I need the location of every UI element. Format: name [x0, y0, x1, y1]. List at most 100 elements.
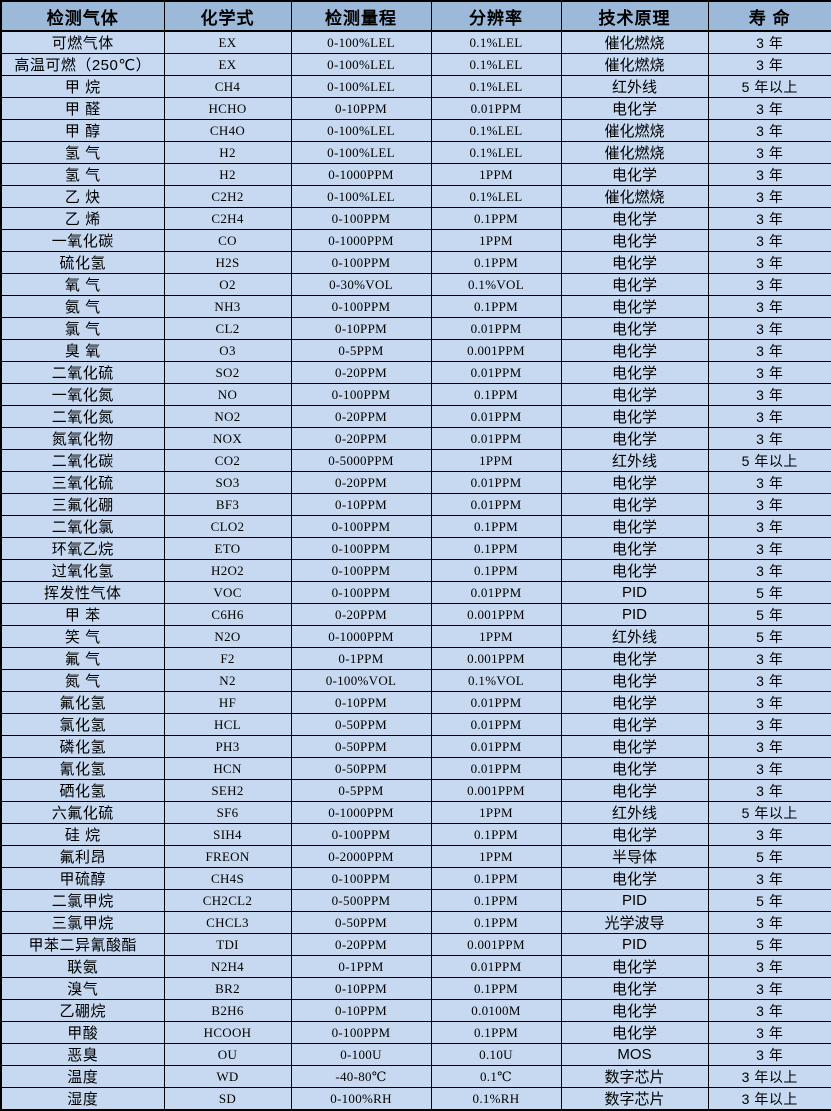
cell-formula: NH3: [163, 295, 292, 318]
table-row: 氢 气 H2 0-100%LEL 0.1%LEL 催化燃烧 3 年: [0, 141, 831, 164]
cell-resolution: 0.1%LEL: [430, 75, 562, 98]
cell-principle: PID: [560, 933, 709, 956]
cell-range: 0-10PPM: [290, 977, 432, 1000]
cell-life: 3 年: [707, 757, 831, 780]
cell-formula: CO2: [163, 449, 292, 472]
cell-name: 温度: [0, 1065, 165, 1088]
cell-life: 3 年: [707, 515, 831, 538]
table-row: 挥发性气体 VOC 0-100PPM 0.01PPM PID 5 年: [0, 581, 831, 604]
cell-formula: EX: [163, 53, 292, 76]
cell-name: 二氧化硫: [0, 361, 165, 384]
cell-formula: SD: [163, 1087, 292, 1111]
cell-principle: 电化学: [560, 537, 709, 560]
cell-resolution: 0.1%LEL: [430, 30, 562, 54]
cell-resolution: 0.001PPM: [430, 339, 562, 362]
cell-name: 三氯甲烷: [0, 911, 165, 934]
cell-formula: CLO2: [163, 515, 292, 538]
table-row: 二氧化碳 CO2 0-5000PPM 1PPM 红外线 5 年以上: [0, 449, 831, 472]
cell-principle: 电化学: [560, 207, 709, 230]
cell-formula: NO: [163, 383, 292, 406]
table-row: 一氧化碳 CO 0-1000PPM 1PPM 电化学 3 年: [0, 229, 831, 252]
cell-range: 0-100PPM: [290, 251, 432, 274]
cell-resolution: 0.1PPM: [430, 383, 562, 406]
cell-resolution: 0.001PPM: [430, 779, 562, 802]
cell-life: 3 年: [707, 647, 831, 670]
cell-formula: C2H2: [163, 185, 292, 208]
cell-range: 0-50PPM: [290, 735, 432, 758]
cell-name: 二氧化碳: [0, 449, 165, 472]
cell-name: 氨 气: [0, 295, 165, 318]
cell-formula: SIH4: [163, 823, 292, 846]
cell-formula: PH3: [163, 735, 292, 758]
cell-range: 0-5PPM: [290, 779, 432, 802]
cell-resolution: 0.1PPM: [430, 207, 562, 230]
table-row: 高温可燃（250℃） EX 0-100%LEL 0.1%LEL 催化燃烧 3 年: [0, 53, 831, 76]
cell-range: 0-10PPM: [290, 999, 432, 1022]
cell-range: 0-50PPM: [290, 713, 432, 736]
cell-resolution: 0.1PPM: [430, 823, 562, 846]
cell-resolution: 0.1PPM: [430, 889, 562, 912]
cell-formula: SO3: [163, 471, 292, 494]
column-header-technical-principle: 技术原理: [560, 0, 709, 32]
cell-formula: F2: [163, 647, 292, 670]
table-row: 溴气 BR2 0-10PPM 0.1PPM 电化学 3 年: [0, 977, 831, 1000]
cell-range: 0-20PPM: [290, 933, 432, 956]
cell-life: 5 年: [707, 625, 831, 648]
table-row: 二氧化氯 CLO2 0-100PPM 0.1PPM 电化学 3 年: [0, 515, 831, 538]
cell-resolution: 0.1%LEL: [430, 119, 562, 142]
cell-range: 0-100%RH: [290, 1087, 432, 1111]
cell-resolution: 0.01PPM: [430, 735, 562, 758]
cell-formula: VOC: [163, 581, 292, 604]
cell-formula: SO2: [163, 361, 292, 384]
cell-range: 0-1000PPM: [290, 163, 432, 186]
cell-life: 3 年以上: [707, 1087, 831, 1111]
cell-range: 0-100%LEL: [290, 53, 432, 76]
cell-name: 二氧化氯: [0, 515, 165, 538]
table-row: 一氧化氮 NO 0-100PPM 0.1PPM 电化学 3 年: [0, 383, 831, 406]
cell-principle: 光学波导: [560, 911, 709, 934]
cell-resolution: 0.1PPM: [430, 1021, 562, 1044]
table-body: 可燃气体 EX 0-100%LEL 0.1%LEL 催化燃烧 3 年高温可燃（250℃） E…: [0, 30, 831, 1111]
cell-principle: 数字芯片: [560, 1065, 709, 1088]
cell-life: 3 年: [707, 427, 831, 450]
cell-principle: 电化学: [560, 735, 709, 758]
cell-resolution: 0.1%VOL: [430, 273, 562, 296]
cell-resolution: 1PPM: [430, 163, 562, 186]
cell-principle: 电化学: [560, 757, 709, 780]
cell-formula: N2H4: [163, 955, 292, 978]
cell-resolution: 1PPM: [430, 845, 562, 868]
cell-name: 环氧乙烷: [0, 537, 165, 560]
cell-range: 0-20PPM: [290, 427, 432, 450]
cell-resolution: 1PPM: [430, 625, 562, 648]
cell-life: 3 年: [707, 339, 831, 362]
cell-name: 硅 烷: [0, 823, 165, 846]
cell-life: 3 年: [707, 911, 831, 934]
table-row: 二氧化氮 NO2 0-20PPM 0.01PPM 电化学 3 年: [0, 405, 831, 428]
cell-life: 3 年: [707, 493, 831, 516]
cell-name: 氢 气: [0, 141, 165, 164]
cell-life: 5 年以上: [707, 75, 831, 98]
cell-range: 0-10PPM: [290, 97, 432, 120]
cell-resolution: 0.01PPM: [430, 757, 562, 780]
cell-range: 0-20PPM: [290, 471, 432, 494]
table-row: 二氧化硫 SO2 0-20PPM 0.01PPM 电化学 3 年: [0, 361, 831, 384]
cell-principle: 红外线: [560, 801, 709, 824]
cell-principle: 红外线: [560, 449, 709, 472]
cell-resolution: 0.001PPM: [430, 933, 562, 956]
cell-formula: HCL: [163, 713, 292, 736]
cell-name: 一氧化氮: [0, 383, 165, 406]
cell-resolution: 0.01PPM: [430, 493, 562, 516]
cell-resolution: 0.1%VOL: [430, 669, 562, 692]
cell-formula: HCHO: [163, 97, 292, 120]
cell-range: 0-100%VOL: [290, 669, 432, 692]
cell-name: 恶臭: [0, 1043, 165, 1066]
cell-name: 可燃气体: [0, 30, 165, 54]
cell-formula: SF6: [163, 801, 292, 824]
cell-life: 5 年: [707, 845, 831, 868]
cell-resolution: 0.001PPM: [430, 647, 562, 670]
table-row: 氰化氢 HCN 0-50PPM 0.01PPM 电化学 3 年: [0, 757, 831, 780]
cell-principle: 电化学: [560, 251, 709, 274]
cell-name: 甲酸: [0, 1021, 165, 1044]
table-row: 甲硫醇 CH4S 0-100PPM 0.1PPM 电化学 3 年: [0, 867, 831, 890]
cell-name: 六氟化硫: [0, 801, 165, 824]
